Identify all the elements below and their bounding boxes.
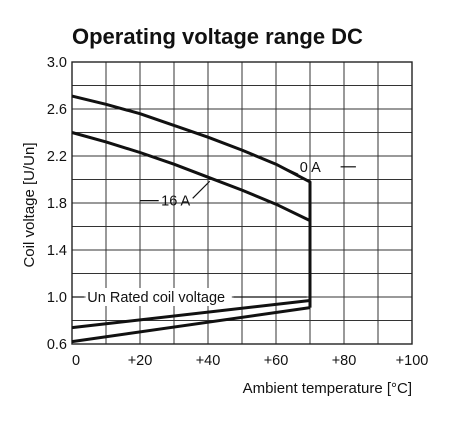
x-tick-label: +60 [264,353,289,369]
y-tick-label: 0.6 [47,337,67,353]
label-leader-16a [192,180,211,199]
plot-frame [71,61,413,345]
y-tick-label: 1.8 [47,196,67,212]
y-tick-label: 3.0 [47,55,67,71]
label-rated-background [85,288,232,306]
label-leader-0a [282,166,299,175]
chart-title: Operating voltage range DC [72,24,363,49]
x-tick-label: +80 [332,353,357,369]
x-tick-label: +100 [396,353,429,369]
y-tick-labels: 0.6 1.0 1.4 1.8 2.2 2.6 3.0 [47,55,67,353]
y-tick-label: 1.4 [47,243,67,259]
series-line-lower [71,306,311,344]
series-lines [71,94,312,344]
y-tick-label: 2.2 [47,149,67,165]
label-rated-coil-voltage: Un Rated coil voltage [87,290,225,306]
x-tick-labels: 0 +20 +40 +60 +80 +100 [72,353,428,369]
y-axis-label: Coil voltage [U/Un] [21,142,38,267]
x-tick-label: +20 [128,353,153,369]
y-tick-label: 1.0 [47,290,67,306]
x-tick-label: 0 [72,353,80,369]
series-line-lower [71,299,311,330]
x-axis-label: Ambient temperature [°C] [243,380,412,397]
series-line-0a [71,94,312,301]
label-0a: 0 A [300,160,321,176]
x-tick-label: +40 [196,353,221,369]
y-tick-label: 2.6 [47,102,67,118]
label-16a: 16 A [161,194,190,210]
series-line-16a [71,131,312,308]
annotations: 0 A 16 A Un Rated coil voltage [72,160,356,306]
